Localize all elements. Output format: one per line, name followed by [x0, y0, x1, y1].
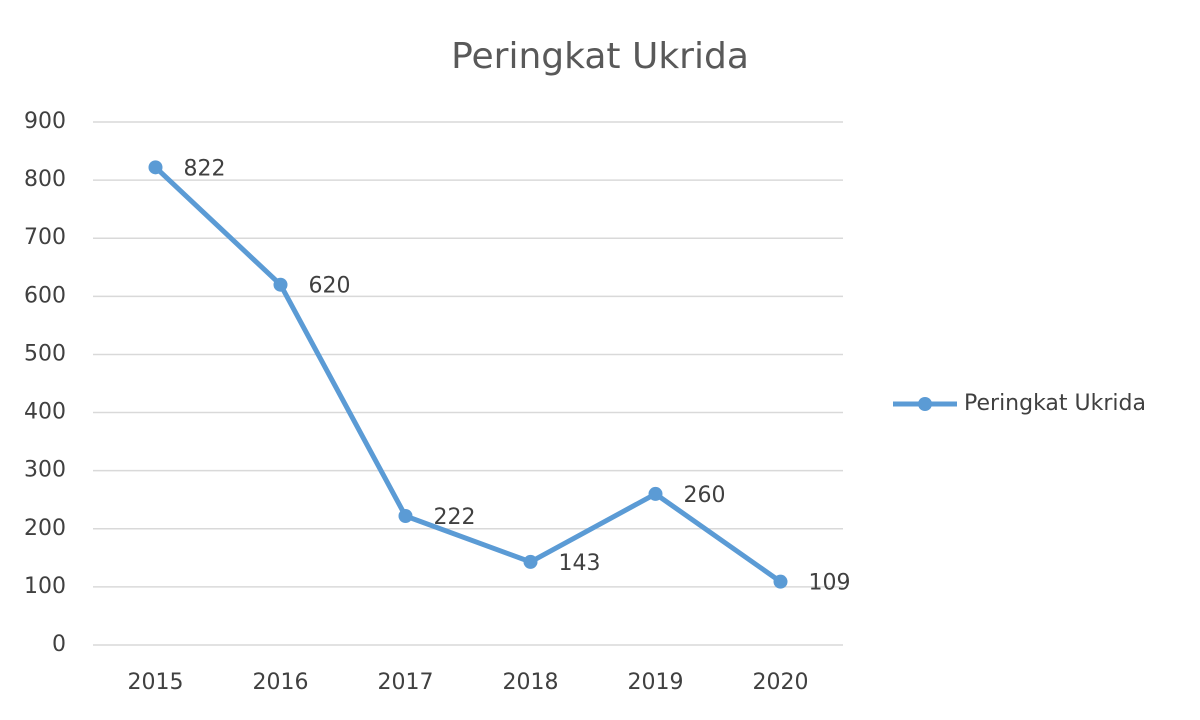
data-line — [153, 165, 782, 584]
y-tick-label: 0 — [52, 632, 66, 657]
data-label: 109 — [809, 571, 851, 596]
y-tick-label: 400 — [24, 400, 66, 425]
data-point — [648, 486, 663, 501]
y-tick-label: 800 — [24, 167, 66, 192]
data-point — [773, 574, 788, 589]
y-tick-label: 300 — [24, 458, 66, 483]
data-point — [148, 160, 163, 175]
data-point — [398, 508, 413, 523]
data-label: 143 — [559, 551, 601, 576]
data-point — [523, 554, 538, 569]
x-tick-label: 2019 — [628, 670, 684, 695]
data-label: 260 — [684, 483, 726, 508]
y-tick-label: 900 — [24, 109, 66, 134]
chart-title: Peringkat Ukrida — [451, 36, 749, 77]
data-label: 620 — [309, 274, 351, 299]
y-tick-label: 700 — [24, 225, 66, 250]
data-point — [273, 277, 288, 292]
x-tick-label: 2018 — [503, 670, 559, 695]
y-tick-label: 600 — [24, 283, 66, 308]
x-tick-label: 2015 — [128, 670, 184, 695]
x-tick-label: 2016 — [253, 670, 309, 695]
y-tick-label: 200 — [24, 516, 66, 541]
y-tick-label: 500 — [24, 341, 66, 366]
legend-marker — [918, 397, 932, 411]
legend-label: Peringkat Ukrida — [964, 391, 1146, 416]
x-tick-label: 2017 — [378, 670, 434, 695]
data-label: 222 — [434, 505, 476, 530]
x-tick-label: 2020 — [753, 670, 809, 695]
data-label: 822 — [184, 156, 226, 181]
y-tick-label: 100 — [24, 574, 66, 599]
